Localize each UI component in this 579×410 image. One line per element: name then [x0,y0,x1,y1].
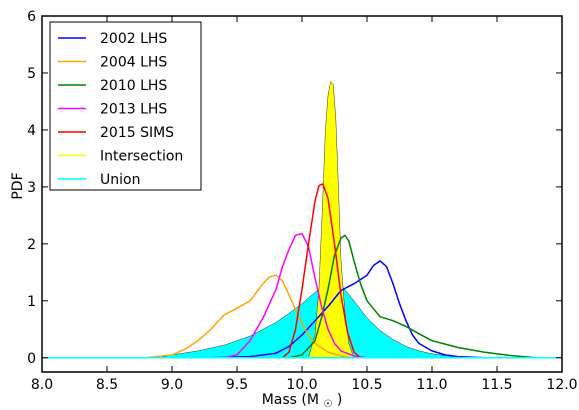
y-tick-label: 3 [27,180,36,196]
legend-label-2002-lhs: 2002 LHS [100,31,167,47]
x-tick-label: 8.0 [31,377,53,393]
x-tick-label: 9.5 [226,377,248,393]
legend-label-2004-lhs: 2004 LHS [100,55,167,71]
plot-area [42,80,562,359]
x-axis-label-sub: ☉ [323,399,332,410]
x-tick-label: 12.0 [546,377,577,393]
y-axis-label: PDF [10,172,26,199]
x-axis-label: Mass (M ☉ ) [262,392,343,410]
series-2013-lhs-line [223,232,368,359]
series-2015-sims-line [282,183,361,359]
x-axis-label-close: ) [337,392,342,408]
y-tick-label: 1 [27,294,36,310]
legend-label-union: Union [100,172,140,188]
y-tick-label: 6 [27,9,36,25]
legend-box [49,21,202,191]
x-axis-label-main: Mass (M [262,392,319,408]
axis-ticks: 8.0 8.5 9.0 9.5 10.0 10.5 11.0 11.5 12.0 0 1 2 3 4 5 6 [27,9,578,393]
y-tick-label: 4 [27,123,36,139]
x-tick-label: 11.5 [481,377,512,393]
y-tick-label: 0 [27,351,36,367]
legend-label-2015-sims: 2015 SIMS [100,125,174,141]
legend-label-2013-lhs: 2013 LHS [100,102,167,118]
legend: 2002 LHS 2004 LHS 2010 LHS 2013 LHS 2015 SIM… [49,21,202,191]
series-2010-lhs-line [288,234,537,359]
x-tick-label: 8.5 [96,377,118,393]
series-2002-lhs-line [210,260,485,359]
legend-label-2010-lhs: 2010 LHS [100,78,167,94]
x-tick-label: 11.0 [416,377,447,393]
x-tick-label: 10.5 [351,377,382,393]
x-tick-label: 9.0 [161,377,183,393]
x-tick-label: 10.0 [286,377,317,393]
y-tick-label: 2 [27,237,36,253]
y-tick-label: 5 [27,66,36,82]
legend-label-intersection: Intersection [100,149,183,165]
